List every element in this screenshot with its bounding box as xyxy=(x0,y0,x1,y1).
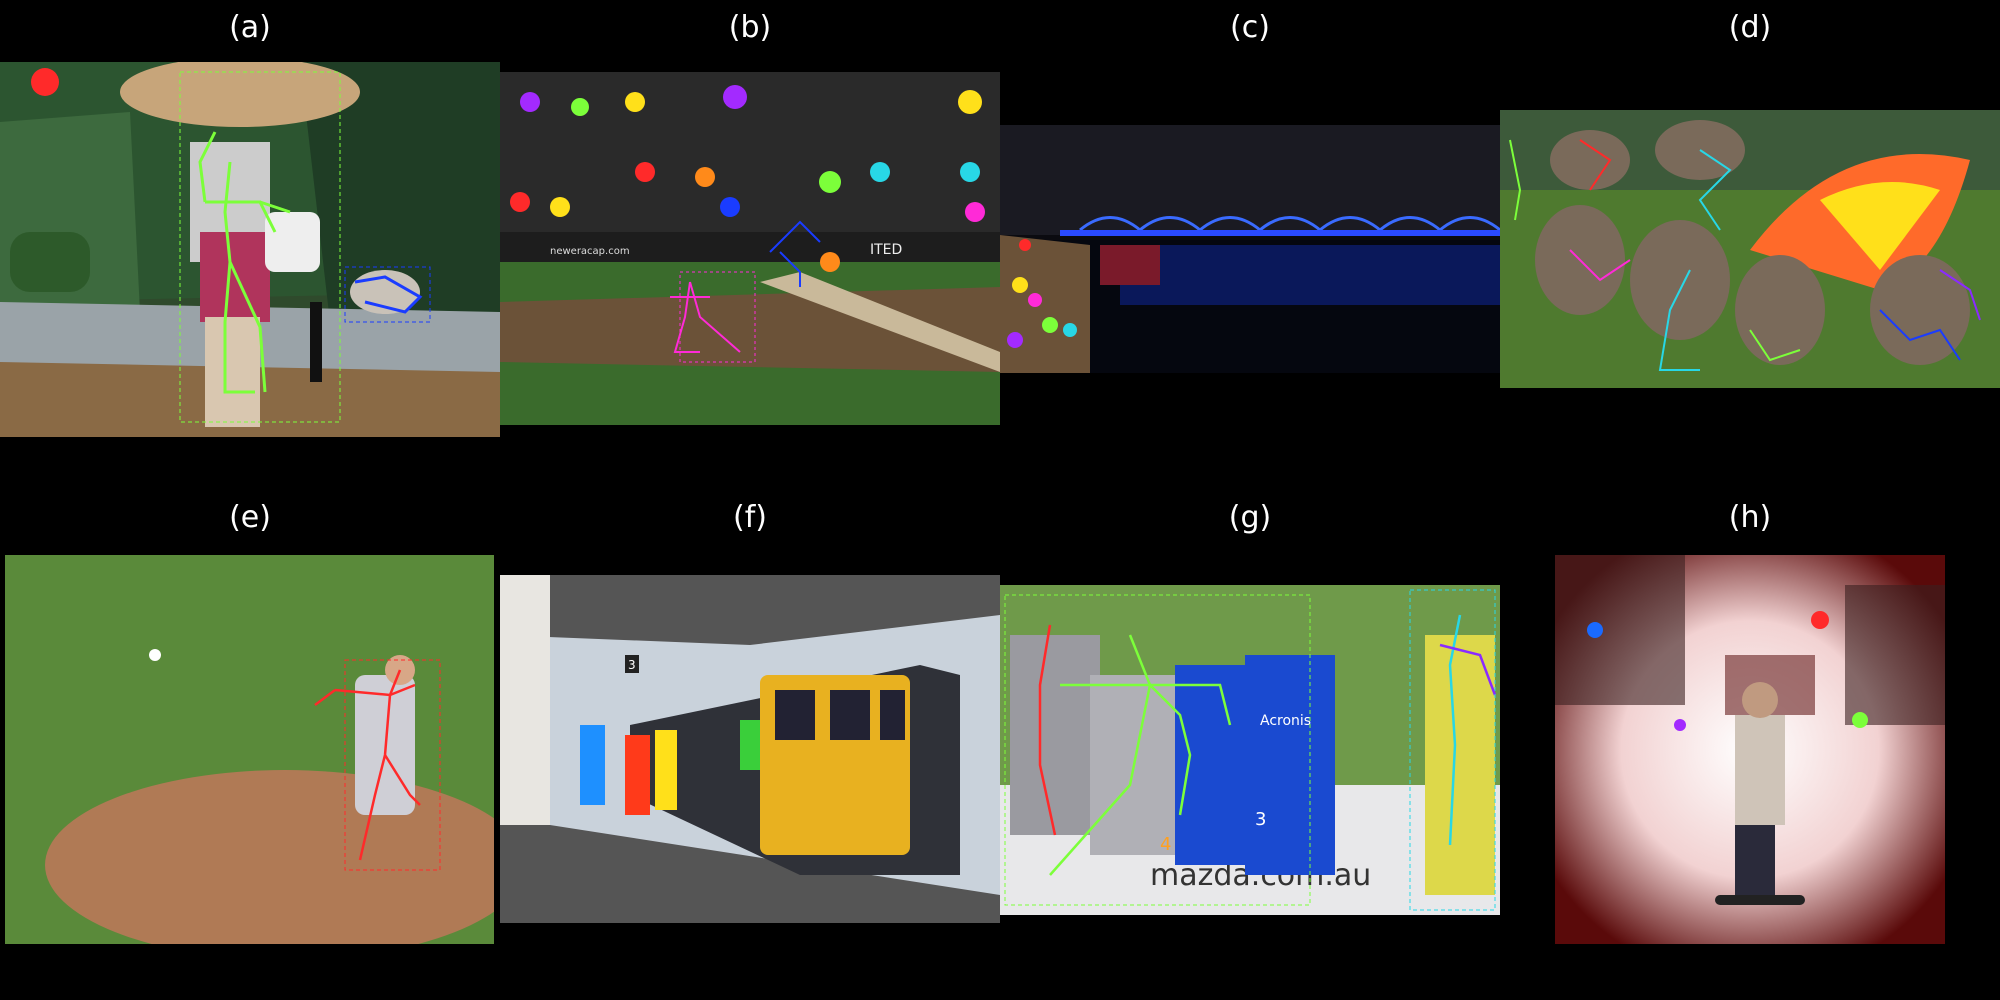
panel-label-a: (a) xyxy=(229,10,271,45)
panel-label-e: (e) xyxy=(229,500,271,535)
g-jersey-number-1: 4 xyxy=(1160,834,1171,855)
panel-label-f: (f) xyxy=(733,500,767,535)
panel-b-image: neweracap.com ITED xyxy=(500,72,1000,425)
panel-h-scene xyxy=(1555,555,1945,944)
panel-e-scene xyxy=(5,555,494,944)
g-jersey-text: Acronis xyxy=(1260,713,1311,729)
panel-h-image xyxy=(1555,555,1945,944)
panel-label-h: (h) xyxy=(1728,500,1772,535)
panel-g-scene: mazda.com.au Acronis 4 3 xyxy=(1000,585,1500,915)
panel-f-image: 3 xyxy=(500,575,1000,923)
panel-label-b: (b) xyxy=(728,10,772,45)
g-jersey-number-2: 3 xyxy=(1255,809,1266,830)
panel-a-image xyxy=(0,62,500,437)
panel-g-image: mazda.com.au Acronis 4 3 xyxy=(1000,585,1500,915)
panel-label-d: (d) xyxy=(1728,10,1772,45)
panel-c-scene xyxy=(1000,125,1500,373)
panel-d-scene xyxy=(1500,110,2000,388)
b-banner-text-2: ITED xyxy=(870,242,902,258)
f-platform-sign: 3 xyxy=(628,658,636,672)
panel-a-scene xyxy=(0,62,500,437)
panel-c-image xyxy=(1000,125,1500,373)
b-banner-text: neweracap.com xyxy=(550,246,630,257)
panel-d-image xyxy=(1500,110,2000,388)
panel-e-image xyxy=(5,555,494,944)
panel-b-scene: neweracap.com ITED xyxy=(500,72,1000,425)
panel-label-g: (g) xyxy=(1228,500,1272,535)
panel-f-scene: 3 xyxy=(500,575,1000,923)
panel-label-c: (c) xyxy=(1230,10,1270,45)
